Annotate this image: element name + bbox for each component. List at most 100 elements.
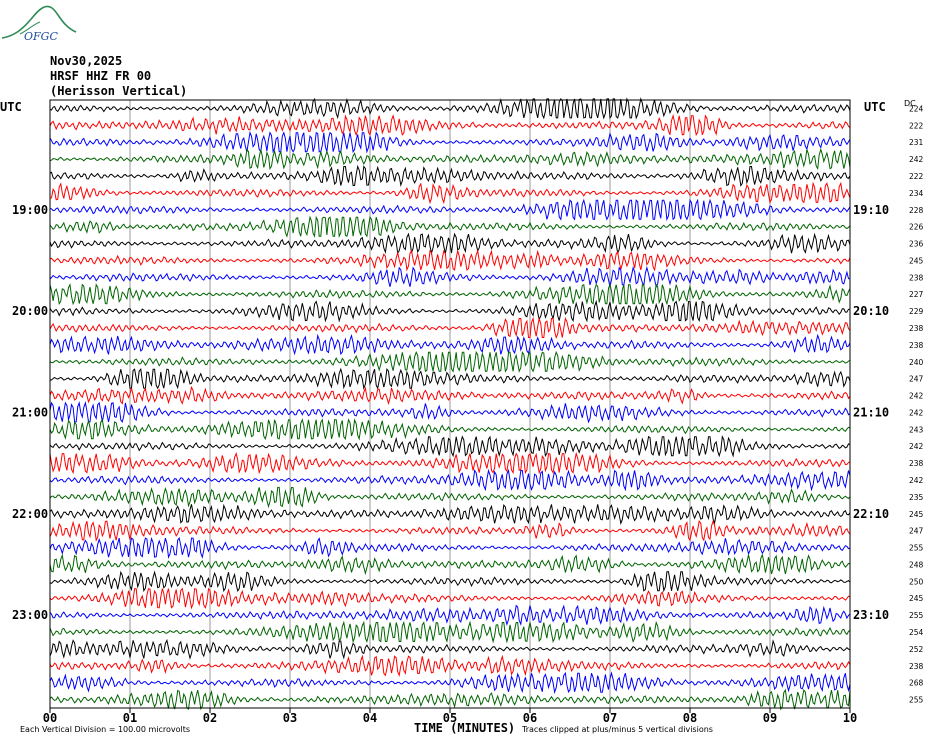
left-time-label: 19:00 <box>12 203 48 217</box>
utc-left-label: UTC <box>0 100 22 114</box>
trace-row <box>49 486 851 509</box>
trace-row <box>49 130 851 154</box>
trace-row <box>49 400 851 424</box>
x-tick-label: 02 <box>203 711 217 725</box>
dc-offset-value: 252 <box>909 645 924 654</box>
dc-offset-value: 245 <box>909 594 924 603</box>
trace-row <box>49 316 851 340</box>
trace-row <box>49 570 851 593</box>
clip-note: Traces clipped at plus/minus 5 vertical … <box>522 725 713 734</box>
trace-row <box>49 283 851 306</box>
trace-row <box>49 468 851 492</box>
left-time-label: 20:00 <box>12 304 48 318</box>
dc-offset-value: 242 <box>909 408 924 417</box>
dc-offset-value: 238 <box>909 662 924 671</box>
trace-row <box>49 181 851 205</box>
dc-offset-value: 231 <box>909 138 924 147</box>
dc-offset-value: 229 <box>909 307 924 316</box>
scale-note: Each Vertical Division = 100.00 microvol… <box>20 725 191 734</box>
x-tick-label: 04 <box>363 711 377 725</box>
x-tick-label: 10 <box>843 711 857 725</box>
left-time-label: 23:00 <box>12 608 48 622</box>
dc-offset-value: 250 <box>909 577 924 586</box>
trace-row <box>49 249 851 272</box>
trace-row <box>49 519 851 542</box>
dc-offset-value: 243 <box>909 425 924 434</box>
trace-row <box>49 638 851 660</box>
x-tick-label: 06 <box>523 711 537 725</box>
dc-offset-value: 247 <box>909 375 924 384</box>
trace-row <box>49 215 851 239</box>
dc-offset-value: 255 <box>909 696 924 705</box>
trace-row <box>49 299 851 323</box>
dc-offset-value: 227 <box>909 290 924 299</box>
dc-offset-value: 238 <box>909 459 924 468</box>
x-tick-label: 07 <box>603 711 617 725</box>
header-station: HRSF HHZ FR 00 <box>50 69 152 83</box>
right-time-label: 21:10 <box>853 405 889 419</box>
dc-offset-value: 247 <box>909 527 924 536</box>
x-tick-label: 00 <box>43 711 57 725</box>
trace-row <box>49 620 851 644</box>
dc-offset-value: 238 <box>909 341 924 350</box>
trace-row <box>49 587 851 610</box>
dc-offset-value: 236 <box>909 240 924 249</box>
trace-row <box>49 97 851 120</box>
x-tick-label: 08 <box>683 711 697 725</box>
trace-row <box>49 333 851 356</box>
header-name: (Herisson Vertical) <box>50 84 188 98</box>
logo-curve-2 <box>19 21 41 35</box>
trace-row <box>49 671 851 695</box>
dc-offset-value: 222 <box>909 121 924 130</box>
trace-row <box>49 553 851 576</box>
dc-offset-value: 235 <box>909 493 924 502</box>
x-tick-label: 05 <box>443 711 457 725</box>
right-time-label: 20:10 <box>853 304 889 318</box>
dc-offset-value: 222 <box>909 172 924 181</box>
left-time-label: 21:00 <box>12 405 48 419</box>
utc-right-label: UTC <box>864 100 886 114</box>
trace-row <box>49 164 851 188</box>
trace-row <box>49 198 851 222</box>
trace-row <box>49 604 851 627</box>
dc-offset-value: 245 <box>909 256 924 265</box>
dc-offset-value: 245 <box>909 510 924 519</box>
dc-offset-value: 224 <box>909 104 924 113</box>
left-time-label: 22:00 <box>12 507 48 521</box>
trace-row <box>49 350 851 373</box>
trace-row <box>49 654 851 678</box>
dc-offset-value: 240 <box>909 358 924 367</box>
dc-offset-value: 242 <box>909 392 924 401</box>
trace-row <box>50 367 851 391</box>
dc-offset-value: 242 <box>909 155 924 164</box>
ofgc-logo: OFGC <box>1 5 77 43</box>
dc-offset-value: 248 <box>909 560 924 569</box>
trace-row <box>49 503 851 526</box>
dc-offset-value: 226 <box>909 223 924 232</box>
logo-text: OFGC <box>24 30 58 43</box>
trace-row <box>49 536 851 559</box>
trace-row <box>49 434 851 458</box>
right-time-label: 19:10 <box>853 203 889 217</box>
x-axis-label: TIME (MINUTES) <box>414 721 516 735</box>
trace-row <box>49 688 851 711</box>
trace-row <box>49 451 851 475</box>
dc-offset-value: 228 <box>909 206 924 215</box>
dc-offset-value: 242 <box>909 442 924 451</box>
dc-offset-value: 255 <box>909 611 924 620</box>
trace-row <box>49 418 851 441</box>
dc-offset-value: 255 <box>909 544 924 553</box>
dc-offset-value: 238 <box>909 273 924 282</box>
trace-row <box>49 147 851 171</box>
header-date: Nov30,2025 <box>50 54 123 68</box>
dc-offset-value: 268 <box>909 679 924 688</box>
trace-row <box>49 265 851 289</box>
trace-row <box>49 113 851 137</box>
right-time-label: 23:10 <box>853 608 889 622</box>
dc-label: DC <box>904 99 916 108</box>
dc-offset-value: 238 <box>909 324 924 333</box>
x-tick-label: 03 <box>283 711 297 725</box>
trace-row <box>49 232 851 256</box>
logo-curve <box>1 5 77 39</box>
